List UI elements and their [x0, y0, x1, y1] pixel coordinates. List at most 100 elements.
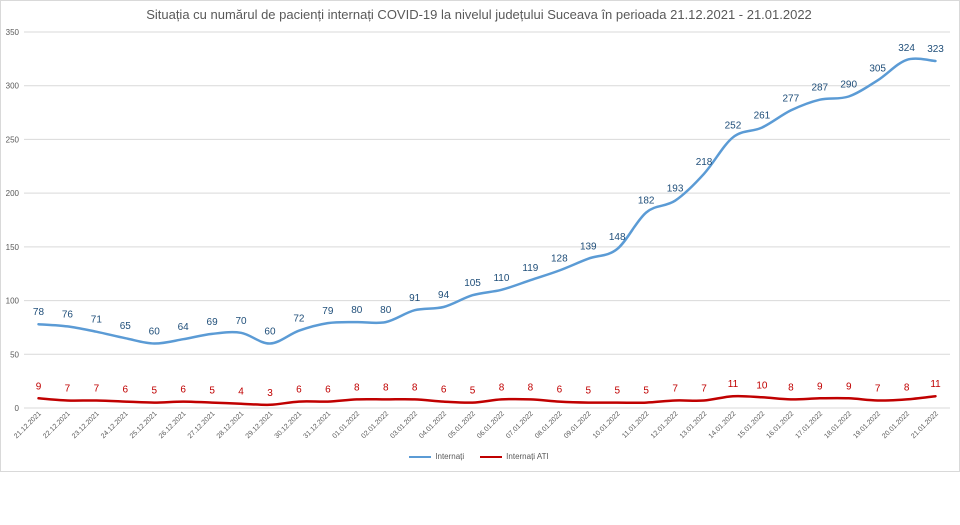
data-label: 79: [322, 306, 334, 317]
x-tick-label: 01.01.2022: [331, 410, 361, 440]
x-tick-label: 28.12.2021: [216, 410, 246, 440]
data-label: 60: [264, 327, 276, 338]
data-label: 64: [178, 322, 190, 333]
data-label: 105: [464, 278, 481, 289]
data-label: 8: [499, 382, 505, 393]
legend-swatch-internati: [409, 455, 432, 458]
legend-label-internati: Internați: [435, 452, 465, 461]
x-tick-label: 21.01.2022: [910, 410, 940, 440]
data-label: 65: [120, 321, 132, 332]
data-label: 8: [383, 382, 389, 393]
data-label: 71: [91, 315, 103, 326]
data-label: 70: [235, 316, 247, 327]
data-label: 252: [725, 120, 742, 131]
data-label: 6: [123, 385, 129, 396]
data-label: 76: [62, 309, 74, 320]
x-tick-label: 31.12.2021: [303, 410, 333, 440]
data-label: 6: [441, 385, 447, 396]
legend: Internați Internați ATI: [0, 452, 958, 461]
data-label: 8: [354, 382, 360, 393]
legend-item-internati: Internați: [409, 452, 464, 461]
data-label: 139: [580, 242, 597, 253]
x-tick-label: 24.12.2021: [100, 410, 130, 440]
data-label: 6: [325, 385, 331, 396]
data-label: 9: [817, 381, 823, 392]
x-tick-label: 20.01.2022: [881, 410, 911, 440]
data-label: 80: [380, 305, 392, 316]
x-tick-label: 11.01.2022: [621, 410, 650, 439]
x-tick-label: 27.12.2021: [187, 410, 217, 440]
data-label: 5: [586, 386, 592, 397]
chart-frame: [0, 0, 960, 472]
y-tick-label: 300: [6, 82, 20, 91]
data-label: 148: [609, 232, 626, 243]
data-label: 8: [788, 382, 794, 393]
y-tick-label: 0: [15, 404, 20, 413]
data-label: 94: [438, 290, 450, 301]
y-axis-ticks: 0 50 100 150 200 250 300 350: [6, 28, 20, 413]
data-label: 60: [149, 327, 161, 338]
y-tick-label: 200: [6, 189, 20, 198]
data-label: 5: [643, 386, 649, 397]
data-label: 5: [470, 386, 476, 397]
legend-item-internati-ati: Internați ATI: [480, 452, 549, 461]
data-label: 5: [151, 386, 157, 397]
data-label: 8: [528, 382, 534, 393]
data-label: 5: [614, 386, 620, 397]
y-tick-label: 150: [6, 243, 20, 252]
y-tick-label: 350: [6, 28, 20, 37]
x-tick-label: 19.01.2022: [852, 410, 882, 440]
x-tick-label: 29.12.2021: [245, 410, 275, 440]
x-tick-label: 17.01.2022: [794, 410, 824, 440]
x-tick-label: 09.01.2022: [563, 410, 593, 440]
data-label: 7: [65, 383, 71, 394]
x-axis-ticks: 21.12.2021 22.12.2021 23.12.2021 24.12.2021…: [13, 410, 940, 440]
data-label: 11: [728, 379, 739, 390]
x-tick-label: 14.01.2022: [708, 410, 738, 440]
data-label: 7: [672, 383, 678, 394]
data-label: 5: [209, 386, 215, 397]
x-tick-label: 08.01.2022: [534, 410, 564, 440]
data-label: 10: [756, 380, 768, 391]
data-label: 6: [296, 385, 302, 396]
data-label: 261: [754, 111, 771, 122]
x-tick-label: 12.01.2022: [650, 410, 680, 440]
x-tick-label: 06.01.2022: [476, 410, 506, 440]
data-label: 305: [869, 63, 886, 74]
data-label: 110: [493, 273, 509, 284]
x-tick-label: 15.01.2022: [737, 410, 767, 440]
series-line-internati-ati: [37, 394, 937, 407]
x-tick-label: 04.01.2022: [418, 410, 448, 440]
data-label: 193: [667, 184, 684, 195]
data-label: 69: [207, 317, 219, 328]
x-tick-label: 30.12.2021: [274, 410, 304, 440]
data-label: 277: [783, 93, 800, 104]
y-tick-label: 250: [6, 135, 20, 144]
data-label: 4: [238, 387, 244, 398]
x-tick-label: 07.01.2022: [505, 410, 535, 440]
data-label: 287: [811, 83, 828, 94]
data-label: 323: [927, 44, 944, 55]
x-tick-label: 26.12.2021: [158, 410, 188, 440]
y-tick-label: 50: [10, 350, 19, 359]
data-label: 119: [522, 263, 538, 274]
x-tick-label: 25.12.2021: [129, 410, 159, 440]
x-tick-label: 05.01.2022: [447, 410, 477, 440]
gridlines: [24, 31, 950, 409]
line-chart: 0 50 100 150 200 250 300 350 21.12.2021 22.12.20…: [6, 28, 950, 440]
data-label: 3: [267, 388, 273, 399]
data-label: 80: [351, 305, 363, 316]
data-label: 78: [33, 307, 45, 318]
x-tick-label: 16.01.2022: [766, 410, 796, 440]
data-label: 72: [293, 314, 305, 325]
data-label: 11: [930, 379, 941, 390]
data-label: 290: [840, 79, 857, 90]
data-label: 7: [875, 383, 881, 394]
data-label: 182: [638, 195, 655, 206]
data-label: 324: [898, 43, 915, 54]
x-tick-label: 10.01.2022: [592, 410, 622, 440]
data-label: 6: [557, 385, 563, 396]
x-tick-label: 13.01.2022: [679, 410, 709, 440]
data-label: 8: [412, 382, 418, 393]
